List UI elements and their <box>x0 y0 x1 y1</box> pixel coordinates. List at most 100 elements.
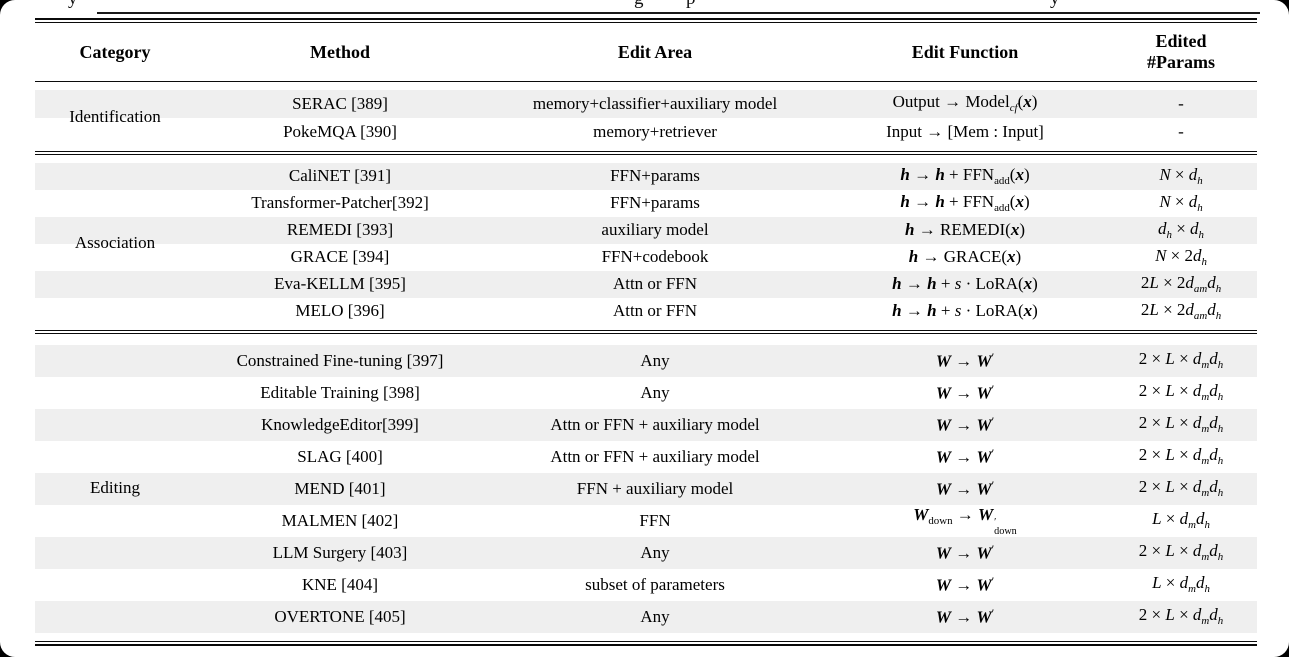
table-section-editing: Editing Constrained Fine-tuning [397] Any W… <box>35 334 1257 641</box>
edit-function-cell: h → h + FFNadd(x) <box>900 164 1030 187</box>
edited-params-cell: N × 2dh <box>1155 245 1207 268</box>
edit-function-cell: h → h + FFNadd(x) <box>900 191 1030 214</box>
edit-area-cell: subset of parameters <box>585 574 725 594</box>
edit-function-cell: W → W′ <box>935 349 995 371</box>
method-cell: MEND [401] <box>294 478 386 498</box>
method-cell: SERAC [389] <box>292 93 388 113</box>
table-row: Eva-KELLM [395] Attn or FFN h → h + s · Lo… <box>35 271 1257 298</box>
column-header-edited-params: Edited #Params <box>1147 31 1215 72</box>
category-label: Identification <box>69 106 161 126</box>
table-row: REMEDI [393] auxiliary model h → REMEDI(x)… <box>35 217 1257 244</box>
edit-area-cell: memory+retriever <box>593 121 717 141</box>
edit-function-cell: W → W′ <box>935 605 995 627</box>
edit-function-cell: h → h + s · LoRA(x) <box>892 301 1038 321</box>
edit-function-cell: Input → [Mem : Input] <box>886 121 1044 141</box>
edit-function-cell: W → W′ <box>935 573 995 595</box>
edited-params-cell: 2 × L × dmdh <box>1138 349 1224 371</box>
edit-function-cell: W → W′ <box>935 413 995 435</box>
method-cell: CaliNET [391] <box>288 166 392 186</box>
edit-function-cell: h → REMEDI(x) <box>905 220 1025 240</box>
table-row: KnowledgeEditor[399] Attn or FFN + auxili… <box>35 409 1257 441</box>
edit-function-cell: h → GRACE(x) <box>908 247 1022 267</box>
table-row: LLM Surgery [403] Any W → W′ 2 × L × dmdh <box>35 537 1257 569</box>
method-cell: SLAG [400] <box>297 446 383 466</box>
table-body: Identification SERAC [389] memory+classifi… <box>35 82 1257 641</box>
edited-params-cell: dh × dh <box>1158 218 1204 241</box>
cropped-rule-fragment <box>97 12 1260 14</box>
edited-params-cell: 2 × L × dmdh <box>1138 445 1224 467</box>
caption-text-fragment: y <box>68 0 78 8</box>
edit-function-cell: W → W′ <box>935 541 995 563</box>
edit-function-cell: h → h + s · LoRA(x) <box>892 274 1038 294</box>
category-label: Editing <box>89 477 141 497</box>
edited-params-cell: - <box>1178 93 1184 113</box>
edited-params-cell: - <box>1178 121 1184 141</box>
table-row: KNE [404] subset of parameters W → W′ L × d… <box>35 569 1257 601</box>
edit-area-cell: FFN+codebook <box>601 247 709 267</box>
table-row: Constrained Fine-tuning [397] Any W → W′ 2 … <box>35 345 1257 377</box>
edited-params-cell: 2 × L × dmdh <box>1138 381 1224 403</box>
method-cell: MALMEN [402] <box>281 510 399 530</box>
edit-area-cell: auxiliary model <box>601 220 709 240</box>
table-row: Editable Training [398] Any W → W′ 2 × L × … <box>35 377 1257 409</box>
edited-params-cell: 2 × L × dmdh <box>1138 605 1224 627</box>
edit-area-cell: FFN + auxiliary model <box>576 478 734 498</box>
method-cell: Constrained Fine-tuning [397] <box>236 350 444 370</box>
caption-text-fragment: y <box>1050 0 1060 8</box>
method-cell: Editable Training [398] <box>260 382 420 402</box>
edit-area-cell: Attn or FFN <box>612 301 698 321</box>
table-header-row: Category Method Edit Area Edit Function … <box>35 23 1257 81</box>
table-section-identification: Identification SERAC [389] memory+classifi… <box>35 82 1257 151</box>
edited-params-cell: N × dh <box>1159 164 1203 187</box>
edit-area-cell: Attn or FFN <box>612 274 698 294</box>
edit-area-cell: Attn or FFN + auxiliary model <box>550 414 760 434</box>
edit-area-cell: Any <box>640 542 670 562</box>
table-row: MEND [401] FFN + auxiliary model W → W′ 2 ×… <box>35 473 1257 505</box>
edit-function-cell: W → W′ <box>935 445 995 467</box>
edited-params-cell: N × dh <box>1159 191 1203 214</box>
method-cell: MELO [396] <box>295 301 385 321</box>
method-cell: OVERTONE [405] <box>274 606 406 626</box>
caption-text-fragment: g <box>634 0 644 8</box>
table-row: SLAG [400] Attn or FFN + auxiliary model W… <box>35 441 1257 473</box>
edit-function-cell: W → W′ <box>935 477 995 499</box>
edited-params-cell: L × dmdh <box>1152 509 1210 531</box>
method-cell: REMEDI [393] <box>286 220 394 240</box>
method-cell: GRACE [394] <box>290 247 390 267</box>
edited-params-cell: 2 × L × dmdh <box>1138 541 1224 563</box>
column-header-edit-area: Edit Area <box>617 41 693 62</box>
knowledge-editing-methods-table: Category Method Edit Area Edit Function … <box>35 18 1257 646</box>
edit-area-cell: Attn or FFN + auxiliary model <box>550 446 760 466</box>
edit-function-cell: W → W′ <box>935 381 995 403</box>
column-header-method: Method <box>310 41 370 62</box>
table-row: CaliNET [391] FFN+params h → h + FFNadd(x)… <box>35 163 1257 190</box>
header-bottom-rule <box>35 81 1257 82</box>
method-cell: KnowledgeEditor[399] <box>261 414 419 434</box>
table-section-association: Association CaliNET [391] FFN+params h → h … <box>35 155 1257 330</box>
edit-area-cell: FFN+params <box>610 193 700 213</box>
method-cell: LLM Surgery [403] <box>272 542 408 562</box>
edited-params-cell: L × dmdh <box>1152 573 1210 595</box>
edit-area-cell: FFN <box>639 510 671 530</box>
column-header-category: Category <box>79 41 151 62</box>
method-cell: Transformer-Patcher[392] <box>251 193 429 213</box>
section-separator-rule <box>35 151 1257 155</box>
edit-function-cell: Output → Modelcf(x) <box>892 92 1038 114</box>
cropped-caption-strip: ygpy <box>0 0 1289 16</box>
edit-area-cell: FFN+params <box>610 166 700 186</box>
edited-params-cell: 2L × 2damdh <box>1140 272 1222 295</box>
table-row: OVERTONE [405] Any W → W′ 2 × L × dmdh <box>35 601 1257 633</box>
table-row: PokeMQA [390] memory+retriever Input → [Me… <box>35 118 1257 146</box>
edit-function-cell: Wdown → W ′ down <box>913 504 1017 537</box>
edit-area-cell: Any <box>640 350 670 370</box>
edit-area-cell: memory+classifier+auxiliary model <box>532 93 778 113</box>
section-separator-rule <box>35 330 1257 334</box>
method-cell: PokeMQA [390] <box>283 121 397 141</box>
edit-area-cell: Any <box>640 606 670 626</box>
category-label: Association <box>74 232 156 252</box>
edited-params-cell: 2 × L × dmdh <box>1138 477 1224 499</box>
column-header-edit-function: Edit Function <box>911 41 1019 62</box>
table-row: MELO [396] Attn or FFN h → h + s · LoRA(x)… <box>35 298 1257 325</box>
method-cell: KNE [404] <box>301 574 378 594</box>
